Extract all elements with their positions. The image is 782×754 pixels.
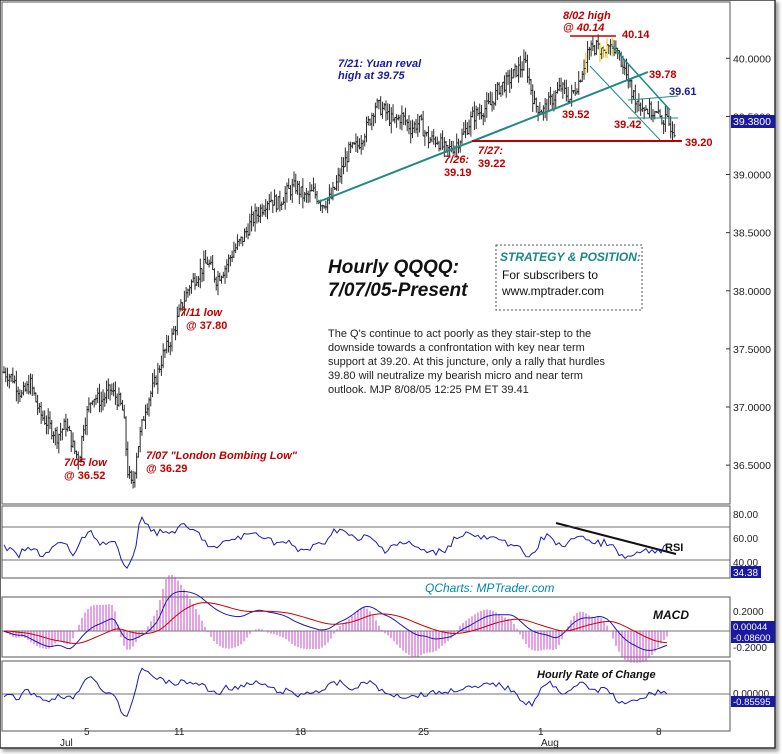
descending-trendline [611, 45, 671, 111]
channel-line [589, 65, 661, 141]
qcharts-watermark: QCharts: MPTrader.com [425, 581, 554, 595]
chart-subtitle: 7/07/05-Present [328, 280, 468, 301]
rsi-tick-40: 40.00 [733, 558, 758, 569]
x-tick-8: 8 [656, 727, 662, 738]
x-tick-5: 5 [84, 727, 90, 738]
rsi-line [3, 515, 668, 569]
macd-signal-label: -0.08600 [733, 633, 771, 644]
annotation-0707-line2: @ 36.29 [146, 463, 187, 475]
commentary-line: outlook. MJP 8/08/05 12:25 PM ET 39.41 [328, 384, 529, 396]
x-month-jul: Jul [60, 738, 73, 749]
roc-tick-zero: 0.00000 [733, 689, 770, 700]
annotation-0711-line2: @ 37.80 [186, 320, 227, 332]
price-bar [672, 123, 676, 138]
wedge-top-line [627, 95, 679, 101]
rising-trendline [317, 71, 649, 203]
rsi-label: RSI [665, 542, 683, 554]
strategy-line-1: For subscribers to [502, 268, 598, 282]
price-tick-label: 38.5000 [733, 228, 771, 240]
annotation-high-0802-line1: 8/02 high [563, 10, 611, 22]
price-tick-label: 38.0000 [733, 286, 771, 298]
annotation-3961: 39.61 [669, 86, 697, 98]
annotation-yuan-line2: high at 39.75 [338, 70, 406, 82]
strategy-line-2: www.mptrader.com [501, 284, 604, 298]
annotation-0727-line2: 39.22 [478, 158, 506, 170]
annotation-3978: 39.78 [649, 69, 677, 81]
macd-tick-bottom: -0.2000 [733, 643, 767, 654]
price-tick-label: 37.5000 [733, 344, 771, 356]
x-month-aug: Aug [541, 738, 559, 749]
price-bars [2, 34, 676, 489]
commentary-line: support at 39.20. At this juncture, only… [328, 356, 605, 368]
annotation-4014: 40.14 [622, 29, 650, 41]
macd-label: MACD [653, 608, 689, 622]
x-tick-25: 25 [418, 727, 430, 738]
macd-signal-badge [731, 632, 775, 643]
rsi-panel [1, 505, 731, 579]
x-tick-1: 1 [538, 727, 544, 738]
rsi-trendline [555, 522, 677, 555]
annotation-0726-line2: 39.19 [444, 167, 472, 179]
price-axis: 40.000039.500039.000038.500038.000037.50… [726, 53, 771, 472]
annotation-0705-line1: 7/05 low [64, 457, 108, 469]
chart-title: Hourly QQQQ: [328, 257, 459, 278]
annotation-0705-line2: @ 36.52 [64, 470, 105, 482]
x-tick-11: 11 [174, 727, 185, 738]
macd-last-badge [731, 621, 775, 632]
x-axis: 5 11 18 25 1 8 Jul Aug [60, 727, 662, 749]
annotation-0711-line1: 7/11 low [180, 307, 223, 319]
rsi-last-badge [731, 566, 761, 578]
last-price-label: 39.3800 [733, 116, 771, 128]
price-tick-label: 39.0000 [733, 170, 771, 182]
x-tick-18: 18 [295, 727, 307, 738]
annotation-3952: 39.52 [562, 109, 590, 121]
roc-last-label: -0.85595 [733, 697, 771, 708]
annotation-0727-line1: 7/27: [478, 145, 503, 157]
macd-last-label: 0.00044 [733, 622, 767, 633]
price-tick-label: 36.5000 [733, 460, 771, 472]
rsi-tick-80: 80.00 [733, 510, 758, 521]
annotation-3942: 39.42 [614, 119, 642, 131]
annotation-high-0802-line2: @ 40.14 [563, 22, 604, 34]
macd-signal-line [3, 602, 668, 644]
commentary-line: The Q's continue to act poorly as they s… [328, 328, 591, 340]
annotation-3920: 39.20 [685, 137, 713, 149]
annotation-0707-line1: 7/07 "London Bombing Low" [146, 450, 298, 462]
last-price-badge [731, 115, 775, 128]
roc-last-badge [731, 696, 775, 707]
strategy-heading: STRATEGY & POSITION: [500, 250, 641, 264]
strategy-box [495, 244, 643, 311]
commentary-line: 39.80 will neutralize my bearish micro a… [328, 370, 583, 382]
rsi-last-label: 34.38 [733, 568, 758, 579]
annotation-0726-line1: 7/26: [444, 154, 469, 166]
commentary-line: downside towards a confrontation with ke… [328, 342, 585, 354]
roc-label: Hourly Rate of Change [537, 669, 656, 681]
rsi-tick-60: 60.00 [733, 534, 758, 545]
commentary: The Q's continue to act poorly as they s… [328, 328, 605, 396]
macd-panel [1, 596, 731, 658]
macd-tick-top: 0.2000 [733, 607, 764, 618]
annotation-yuan-line1: 7/21: Yuan reval [338, 58, 422, 70]
price-tick-label: 37.0000 [733, 402, 771, 414]
roc-line [3, 667, 668, 717]
price-tick-label: 40.0000 [733, 53, 771, 65]
roc-panel [1, 660, 731, 732]
